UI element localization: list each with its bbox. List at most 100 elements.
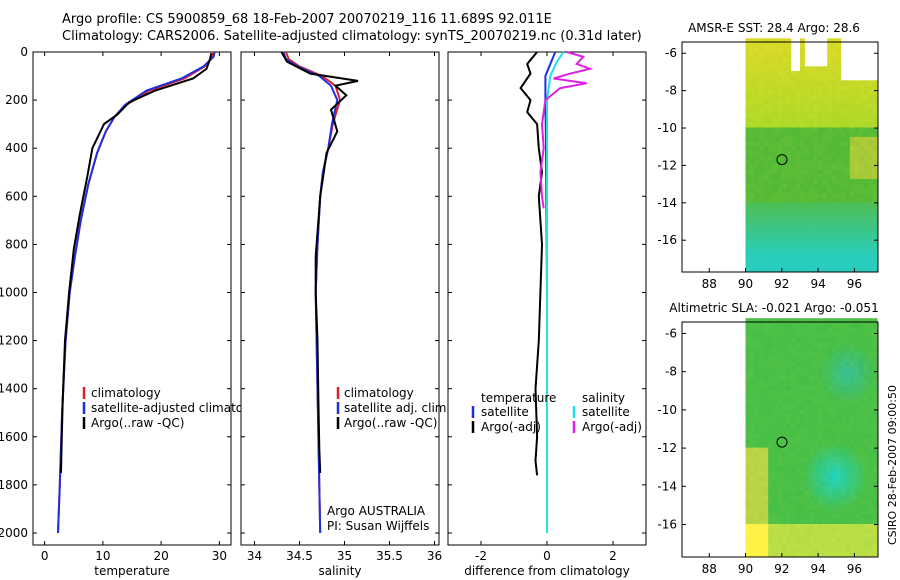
sla-map-grid-cell xyxy=(858,318,864,324)
sla-map-grid-cell xyxy=(777,461,783,467)
sst-map-grid-cell xyxy=(827,267,833,273)
sst-map-grid-cell xyxy=(777,239,783,245)
sla-map-grid-cell xyxy=(786,499,792,505)
sla-map-frame xyxy=(681,321,879,558)
sla-map-grid-cell xyxy=(768,385,774,391)
sst-map-grid-cell xyxy=(786,117,792,123)
sla-map-grid-cell xyxy=(790,404,796,410)
sst-map-grid-cell xyxy=(804,164,810,170)
sla-map-grid-cell xyxy=(804,480,810,486)
sst-map-grid-cell xyxy=(854,178,860,184)
sla-map-grid-cell xyxy=(777,437,783,443)
sst-map-grid-cell xyxy=(868,197,873,203)
sst-map-grid-cell xyxy=(813,99,819,105)
sst-map-grid-cell xyxy=(872,192,878,198)
sla-map-grid-cell xyxy=(813,537,819,544)
sst-map-grid-cell xyxy=(845,192,851,198)
sst-map-grid-cell xyxy=(872,262,878,268)
sla-map-grid-cell xyxy=(790,423,796,429)
sla-map-grid-cell xyxy=(745,318,751,324)
sst-map-grid-cell xyxy=(845,145,851,151)
sla-map-grid-cell xyxy=(845,466,851,472)
sla-map-grid-cell xyxy=(849,509,855,515)
sst-map-grid-cell xyxy=(868,122,873,128)
sla-map-grid-cell xyxy=(795,466,801,472)
sst-map-grid-cell xyxy=(845,267,851,273)
sst-map-grid-cell xyxy=(840,113,846,119)
sst-map-grid-cell xyxy=(863,197,869,203)
temperature-ytick-label: 2000 xyxy=(0,526,28,540)
sst-map-grid-cell xyxy=(831,267,837,273)
sla-map-grid-cell xyxy=(754,533,760,539)
sla-map-grid-cell xyxy=(872,351,878,357)
sst-map-grid-cell xyxy=(763,201,769,207)
sla-map-grid-cell xyxy=(777,466,783,472)
sst-map-grid-cell xyxy=(849,262,855,268)
sst-map-grid-cell xyxy=(813,248,819,254)
sla-map-grid-cell xyxy=(845,346,851,352)
sst-map-grid-cell xyxy=(754,136,760,142)
sst-map-grid-cell xyxy=(781,239,787,245)
sla-map-grid-cell xyxy=(786,408,792,415)
sst-map-grid-cell xyxy=(809,159,814,165)
sla-map-grid-cell xyxy=(872,418,878,424)
sst-map-grid-cell xyxy=(818,141,823,147)
sla-map-grid-cell xyxy=(809,332,814,338)
sla-map-grid-cell xyxy=(795,365,801,372)
sla-map-grid-cell xyxy=(863,461,869,467)
sla-map-grid-cell xyxy=(813,475,819,481)
sla-map-grid-cell xyxy=(818,552,823,558)
sla-map-grid-cell xyxy=(849,442,855,448)
sla-map-grid-cell xyxy=(854,323,860,329)
sla-map-grid-cell xyxy=(863,480,869,486)
sla-map-grid-cell xyxy=(813,370,819,376)
sla-map-grid-cell xyxy=(809,356,814,362)
sla-map-grid-cell xyxy=(759,365,764,372)
sla-map-grid-cell xyxy=(872,361,878,367)
sst-map-grid-cell xyxy=(868,155,873,161)
sst-map-grid-cell xyxy=(763,155,769,161)
sst-map-grid-cell xyxy=(854,173,860,179)
sst-map-grid-cell xyxy=(845,225,851,231)
sst-map-grid-cell xyxy=(872,164,878,170)
sla-map-grid-cell xyxy=(872,423,878,429)
sst-map-grid-cell xyxy=(786,141,792,147)
sst-map-grid-cell xyxy=(822,94,828,100)
sst-map-grid-cell xyxy=(763,215,769,221)
sla-map-grid-cell xyxy=(781,380,787,386)
sst-map-grid-cell xyxy=(750,38,755,44)
sst-map-grid-cell xyxy=(854,145,860,151)
sst-map-grid-cell xyxy=(777,262,783,268)
sst-map-grid-cell xyxy=(872,248,878,254)
sla-map-grid-cell xyxy=(868,346,873,352)
sst-map-grid-cell xyxy=(804,136,810,142)
sst-map-grid-cell xyxy=(831,127,837,133)
sst-map-grid-cell xyxy=(813,234,819,240)
sla-map-grid-cell xyxy=(836,471,842,477)
sla-map-grid-cell xyxy=(750,514,755,520)
sst-map-grid-cell xyxy=(804,248,810,254)
sst-map-grid-cell xyxy=(845,113,851,119)
sla-map-grid-cell xyxy=(777,361,783,367)
sst-map-grid-cell xyxy=(809,80,814,86)
sla-map-grid-cell xyxy=(786,533,792,539)
sst-map-grid-cell xyxy=(772,80,778,86)
sst-map-grid-cell xyxy=(763,150,769,156)
sst-map-grid-cell xyxy=(781,61,787,67)
sst-map-grid-cell xyxy=(809,108,814,114)
sla-map-grid-cell xyxy=(772,523,778,529)
sst-map-grid-cell xyxy=(872,197,878,203)
sla-map-grid-cell xyxy=(745,514,751,520)
sla-map-grid-cell xyxy=(840,332,846,338)
sla-map-grid-cell xyxy=(795,437,801,443)
sst-map-grid-cell xyxy=(745,155,751,161)
sst-map-grid-cell xyxy=(822,75,828,81)
sst-map-grid-cell xyxy=(813,225,819,231)
sst-map-grid-cell xyxy=(790,183,796,189)
sla-map-grid-cell xyxy=(790,485,796,491)
sst-map-grid-cell xyxy=(822,258,828,264)
sst-map-grid-cell xyxy=(754,234,760,240)
sla-map-grid-cell xyxy=(845,442,851,448)
sla-map-grid-cell xyxy=(849,356,855,362)
sst-map-grid-cell xyxy=(836,122,842,128)
